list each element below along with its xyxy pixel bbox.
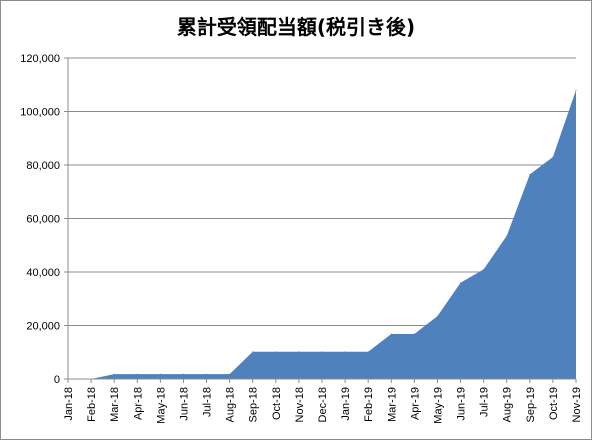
data-point [229,373,231,375]
data-point [575,89,577,91]
data-point [390,333,392,335]
x-tick-label: Dec-18 [317,387,329,422]
y-tick-label: 80,000 [26,160,60,172]
y-tick-label: 60,000 [26,214,60,226]
x-tick-label: Apr-19 [409,387,421,420]
data-point [367,351,369,353]
x-tick-label: Jan-18 [63,387,75,421]
data-point [206,373,208,375]
data-point [275,351,277,353]
y-tick-label: 100,000 [20,107,60,119]
x-tick-label: Mar-18 [109,387,121,422]
x-tick-label: Feb-19 [363,387,375,422]
x-tick-label: Sep-19 [525,387,537,422]
y-tick-label: 40,000 [26,267,60,279]
x-tick-label: Jan-19 [340,387,352,421]
x-tick-label: Oct-19 [548,387,560,420]
data-point [506,235,508,237]
data-point [182,373,184,375]
data-point [298,351,300,353]
x-tick-label: Jun-19 [456,387,468,421]
x-tick-label: May-19 [432,387,444,424]
data-point [344,351,346,353]
x-tick-label: Sep-18 [248,387,260,422]
data-point [483,268,485,270]
x-tick-label: Mar-19 [386,387,398,422]
x-tick-label: Jun-18 [178,387,190,421]
x-tick-label: Nov-18 [294,387,306,422]
data-point [113,373,115,375]
x-tick-label: Aug-18 [225,387,237,422]
data-point [436,315,438,317]
x-tick-label: May-18 [155,387,167,424]
data-point [136,373,138,375]
data-point [552,156,554,158]
x-tick-label: Jul-18 [202,387,214,417]
series-area [68,90,576,379]
data-point [159,373,161,375]
data-point [321,351,323,353]
y-tick-label: 0 [54,374,60,386]
x-tick-label: Aug-19 [502,387,514,422]
data-point [460,282,462,284]
y-tick-label: 120,000 [20,53,60,65]
x-tick-label: Oct-18 [271,387,283,420]
x-tick-label: Apr-18 [132,387,144,420]
y-tick-label: 20,000 [26,321,60,333]
chart-title: 累計受領配当額(税引き後) [176,15,416,39]
data-point [529,173,531,175]
x-tick-label: Nov-19 [571,387,583,422]
x-tick-label: Feb-18 [86,387,98,422]
data-point [413,333,415,335]
data-point [252,351,254,353]
x-tick-label: Jul-19 [479,387,491,417]
